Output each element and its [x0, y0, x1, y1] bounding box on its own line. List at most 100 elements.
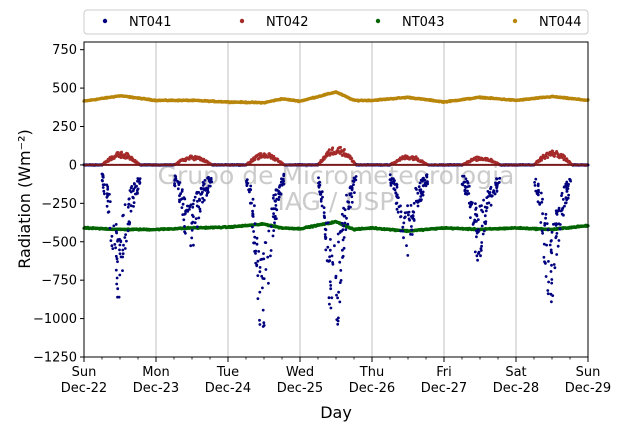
nt041-point — [483, 220, 486, 224]
nt041-point — [546, 292, 550, 296]
nt042-point — [339, 145, 342, 149]
nt041-point — [335, 293, 338, 297]
nt041-point — [248, 190, 251, 194]
nt041-point — [541, 231, 544, 235]
nt041-point — [123, 236, 127, 239]
nt041-point — [195, 190, 199, 194]
nt041-point — [549, 248, 553, 252]
nt041-point — [475, 220, 478, 223]
nt041-point — [410, 228, 414, 232]
nt041-point — [124, 233, 127, 237]
nt041-point — [555, 253, 559, 256]
nt041-point — [282, 179, 285, 183]
nt041-point — [245, 178, 249, 182]
nt041-point — [258, 318, 261, 322]
nt041-point — [274, 188, 278, 192]
nt041-point — [317, 176, 320, 180]
nt041-point — [198, 209, 202, 213]
nt041-point — [130, 185, 134, 188]
x-tick-label-day: Thu — [359, 365, 384, 380]
nt042-point — [546, 156, 550, 159]
nt041-point — [482, 229, 486, 233]
nt041-point — [121, 269, 124, 272]
nt041-point — [539, 221, 543, 224]
nt041-point — [121, 248, 125, 252]
nt042-point — [552, 154, 556, 158]
nt041-point — [336, 319, 340, 323]
nt041-point — [469, 216, 472, 220]
nt041-point — [342, 224, 346, 228]
nt041-point — [263, 241, 267, 244]
nt041-point — [245, 184, 249, 188]
legend-marker-nt043 — [375, 18, 381, 24]
nt041-point — [191, 202, 195, 206]
nt041-point — [258, 290, 262, 294]
x-tick-label-day: Mon — [142, 365, 169, 380]
nt041-point — [272, 212, 275, 216]
nt041-point — [262, 277, 266, 280]
x-tick-label-date: Dec-29 — [565, 381, 611, 396]
y-tick-label: −250 — [41, 197, 77, 212]
nt041-point — [329, 287, 333, 291]
nt041-point — [131, 189, 135, 193]
nt041-point — [252, 241, 256, 245]
nt041-point — [266, 255, 270, 259]
nt041-point — [554, 236, 558, 240]
nt041-point — [401, 225, 405, 229]
nt041-point — [473, 250, 477, 254]
nt041-point — [274, 207, 277, 211]
nt041-point — [174, 177, 178, 181]
nt041-point — [254, 252, 257, 255]
nt041-point — [320, 190, 324, 194]
nt041-point — [205, 194, 209, 197]
nt041-point — [496, 182, 500, 185]
nt041-point — [260, 274, 264, 278]
nt041-point — [341, 248, 344, 252]
nt041-point — [338, 231, 342, 234]
nt041-point — [135, 191, 139, 195]
nt041-point — [326, 245, 330, 249]
nt041-point — [182, 218, 186, 222]
legend-label-nt043: NT043 — [402, 15, 444, 30]
nt041-point — [480, 241, 484, 244]
nt041-point — [534, 177, 538, 181]
nt041-point — [180, 190, 184, 193]
nt041-point — [407, 210, 411, 214]
nt041-point — [100, 172, 104, 176]
nt041-point — [184, 212, 187, 215]
nt041-point — [563, 204, 566, 208]
nt041-point — [550, 263, 553, 267]
nt041-point — [409, 204, 413, 207]
nt041-point — [469, 201, 473, 205]
nt041-point — [342, 246, 346, 250]
nt041-point — [116, 239, 119, 243]
nt041-point — [269, 225, 273, 228]
nt041-point — [414, 199, 418, 203]
nt041-point — [270, 207, 274, 211]
nt041-point — [338, 281, 342, 284]
nt041-point — [489, 203, 493, 207]
y-axis-title: Radiation (Wm⁻²) — [15, 129, 34, 268]
nt041-point — [495, 190, 499, 193]
nt041-point — [345, 193, 348, 197]
nt041-point — [544, 212, 548, 216]
nt041-point — [201, 196, 205, 200]
nt041-point — [545, 222, 549, 226]
nt041-point — [564, 201, 567, 205]
nt041-point — [262, 321, 266, 325]
nt041-point — [115, 276, 119, 280]
nt041-point — [127, 222, 131, 226]
nt041-point — [465, 179, 469, 183]
nt041-point — [342, 236, 346, 239]
nt041-point — [125, 239, 128, 243]
nt041-point — [317, 181, 320, 185]
nt041-point — [246, 181, 250, 185]
nt041-point — [180, 206, 184, 210]
grid — [155, 42, 517, 357]
nt041-point — [117, 295, 121, 299]
nt041-point — [323, 227, 327, 231]
nt041-point — [388, 173, 392, 177]
nt041-point — [343, 221, 347, 225]
nt041-point — [394, 202, 398, 205]
nt041-point — [498, 176, 502, 180]
